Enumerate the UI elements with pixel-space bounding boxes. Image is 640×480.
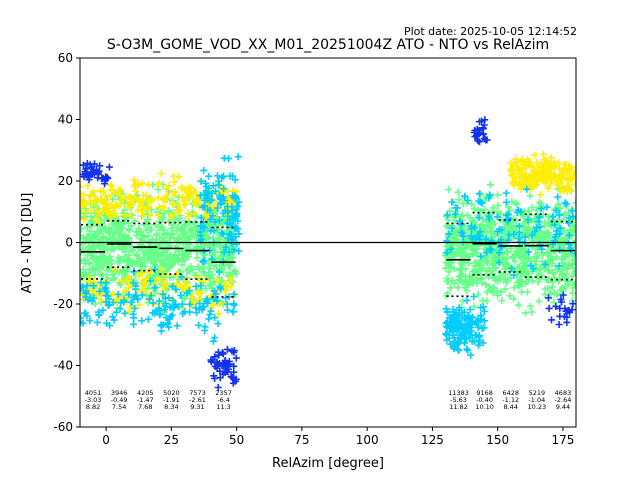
bin-label-count: 7573	[189, 389, 206, 397]
bin-label-std: 10.23	[528, 403, 547, 411]
point-cluster-blue	[470, 116, 491, 146]
y-tick-label: 0	[65, 236, 73, 250]
y-axis-label: ATO - NTO [DU]	[20, 193, 35, 294]
point-cluster-mid	[507, 150, 576, 199]
bin-label-count: 4051	[85, 389, 102, 397]
bin-label-std: 11.82	[449, 403, 468, 411]
point-cluster-cyan	[443, 185, 576, 279]
bin-label-mean: -1.47	[137, 396, 154, 404]
x-tick-label: 175	[551, 433, 574, 447]
point-cluster-cyan	[442, 293, 489, 359]
bin-label-count: 6428	[502, 389, 519, 397]
bin-label-std: 11.3	[216, 403, 230, 411]
bin-label-count: 11383	[448, 389, 469, 397]
bin-label-std: 7.54	[112, 403, 126, 411]
x-tick-label: 25	[164, 433, 179, 447]
plot-date: Plot date: 2025-10-05 12:14:52	[404, 25, 577, 38]
point-cluster-blue	[544, 291, 576, 328]
bin-label-std: 8.44	[503, 403, 517, 411]
bin-label-mean: -5.63	[450, 396, 467, 404]
bin-label-std: 9.44	[556, 403, 570, 411]
bin-label-mean: -1.04	[528, 396, 545, 404]
x-tick-label: 75	[294, 433, 309, 447]
bin-label-std: 8.82	[86, 403, 100, 411]
y-tick-label: 60	[58, 51, 73, 65]
bin-label-count: 4205	[137, 389, 154, 397]
x-tick-label: 125	[421, 433, 444, 447]
y-tick-label: 40	[58, 113, 73, 127]
bin-label-mean: -1.91	[163, 396, 180, 404]
bin-label-std: 10.10	[475, 403, 494, 411]
bin-label-count: 5020	[163, 389, 180, 397]
bin-label-count: 2357	[215, 389, 232, 397]
x-tick-label: 100	[356, 433, 379, 447]
y-tick-label: -60	[53, 420, 73, 434]
bin-label-count: 3946	[111, 389, 128, 397]
bin-label-count: 9168	[476, 389, 493, 397]
bin-label-mean: -3.03	[85, 396, 102, 404]
point-cluster-blue	[80, 159, 113, 188]
bin-label-std: 8.34	[164, 403, 178, 411]
bin-statistics	[80, 211, 576, 298]
bin-labels: 4051-3.038.82 3946-0.497.54 4205-1.477.68 5…	[85, 389, 572, 411]
bin-label-count: 4683	[555, 389, 572, 397]
point-cluster-blue	[207, 345, 240, 391]
x-tick-label: 0	[102, 433, 110, 447]
y-axis: -60 -40 -20 0 20 40 60	[53, 51, 80, 434]
y-tick-label: 20	[58, 174, 73, 188]
bin-label-mean: -0.40	[476, 396, 493, 404]
x-tick-label: 50	[229, 433, 244, 447]
point-cluster-cyan	[80, 266, 238, 345]
chart-title: S-O3M_GOME_VOD_XX_M01_20251004Z ATO - NT…	[107, 37, 549, 53]
x-axis: 0 25 50 75 100 125 150 175	[102, 427, 574, 447]
x-tick-label: 150	[486, 433, 509, 447]
bin-label-mean: -1.12	[502, 396, 519, 404]
point-cluster-cyan	[196, 153, 243, 266]
bin-label-mean: -2.61	[189, 396, 206, 404]
bin-label-mean: -0.49	[111, 396, 128, 404]
y-tick-label: -40	[53, 359, 73, 373]
x-axis-label: RelAzim [degree]	[272, 456, 384, 471]
bin-label-mean: -2.64	[555, 396, 572, 404]
bin-label-count: 5219	[529, 389, 546, 397]
bin-label-std: 7.68	[138, 403, 152, 411]
plot-area	[80, 116, 576, 391]
scatter-points	[80, 116, 576, 391]
bin-label-std: 9.31	[190, 403, 204, 411]
bin-label-mean: -6.4	[217, 396, 230, 404]
y-tick-label: -20	[53, 297, 73, 311]
